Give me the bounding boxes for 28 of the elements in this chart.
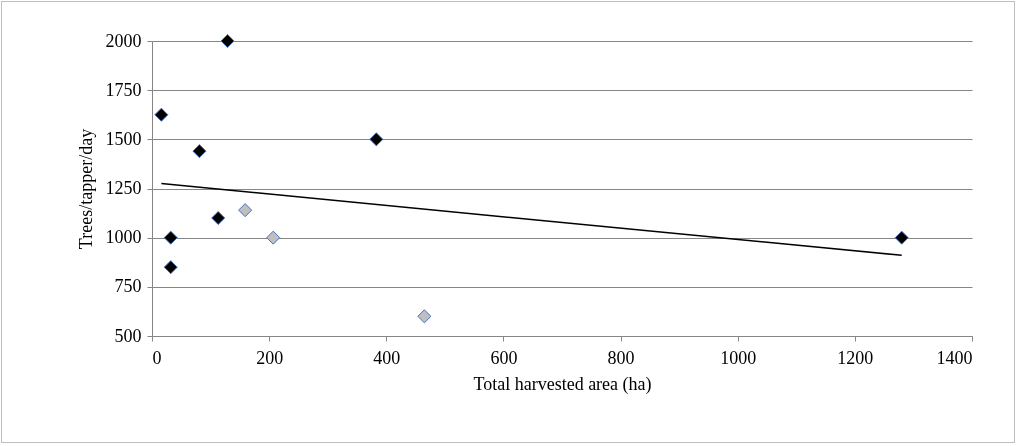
- y-tick-label: 750: [114, 276, 142, 297]
- point: [163, 260, 178, 275]
- point: [154, 107, 169, 122]
- x-tick-label: 800: [607, 347, 635, 368]
- y-tick-label: 1250: [105, 178, 142, 198]
- x-tick-label: 1000: [720, 347, 757, 368]
- x-tick-label: 1400: [936, 347, 973, 368]
- point: [238, 203, 253, 218]
- point: [192, 144, 207, 159]
- y-tick-label: 1500: [105, 128, 142, 149]
- y-tick-label: 500: [114, 325, 142, 346]
- x-tick-label: 1200: [837, 347, 874, 368]
- point: [163, 230, 178, 245]
- x-axis-title: Total harvested area (ha): [473, 373, 652, 395]
- point: [369, 132, 384, 147]
- point: [417, 309, 432, 324]
- y-tick-label: 2000: [105, 30, 142, 51]
- point: [266, 230, 281, 245]
- point: [894, 230, 909, 245]
- x-tick-label: 200: [256, 347, 284, 368]
- point: [211, 210, 226, 226]
- x-tick-label: 600: [490, 347, 518, 368]
- x-tick-label: 400: [373, 347, 401, 368]
- y-axis-title: Trees/tapper/day: [75, 128, 96, 250]
- y-tick-label: 1000: [105, 227, 142, 248]
- point: [220, 33, 235, 49]
- x-tick-label: 0: [152, 347, 162, 368]
- y-tick-label: 1750: [105, 79, 142, 100]
